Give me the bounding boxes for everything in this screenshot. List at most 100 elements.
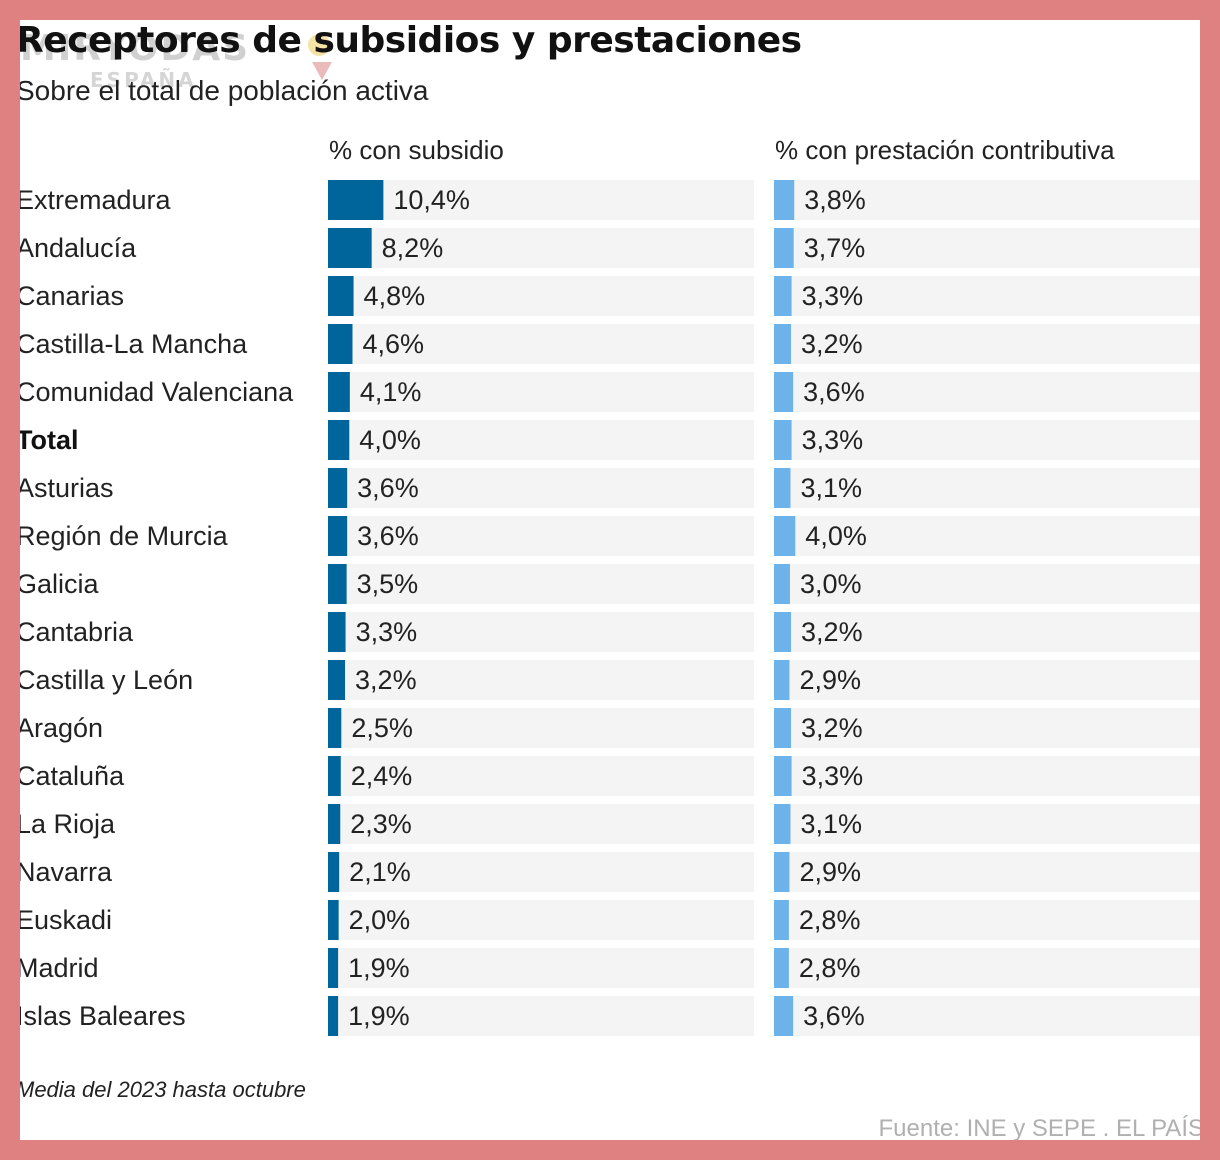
- chart-subtitle: Sobre el total de población activa: [20, 75, 429, 106]
- bar-s2-asturias: [774, 468, 791, 508]
- bar-s2-cantabria: [774, 612, 792, 652]
- bar-s2-castilla-la-mancha: [774, 324, 792, 364]
- bar-track-s2-castilla-y-leon: [774, 660, 1200, 700]
- bar-track-s1-navarra: [328, 852, 754, 892]
- data-label-s2-castilla-y-leon: 2,9%: [799, 665, 861, 695]
- bar-track-s2-extremadura: [774, 180, 1200, 220]
- data-label-s1-comunidad-valenciana: 4,1%: [360, 377, 422, 407]
- bar-s2-total: [774, 420, 792, 460]
- category-label-euskadi: Euskadi: [20, 905, 112, 935]
- bar-track-s1-asturias: [328, 468, 754, 508]
- chart-card: MIRYODAS ESPAÑA Receptores de subsidios …: [20, 20, 1200, 1140]
- bar-track-s1-comunidad-valenciana: [328, 372, 754, 412]
- data-label-s2-galicia: 3,0%: [800, 569, 862, 599]
- bar-track-s1-total: [328, 420, 754, 460]
- bar-s1-cataluna: [328, 756, 341, 796]
- bar-s1-extremadura: [328, 180, 384, 220]
- data-label-s1-navarra: 2,1%: [349, 857, 411, 887]
- bar-s1-andalucia: [328, 228, 372, 268]
- bar-track-s2-canarias: [774, 276, 1200, 316]
- chart-title: Receptores de subsidios y prestaciones: [20, 20, 802, 61]
- bar-s1-galicia: [328, 564, 347, 604]
- category-label-comunidad-valenciana: Comunidad Valenciana: [20, 377, 294, 407]
- bar-track-s1-islas-baleares: [328, 996, 754, 1036]
- data-label-s1-canarias: 4,8%: [364, 281, 426, 311]
- bar-track-s2-cantabria: [774, 612, 1200, 652]
- bar-track-s2-galicia: [774, 564, 1200, 604]
- data-label-s1-euskadi: 2,0%: [349, 905, 411, 935]
- data-label-s2-la-rioja: 3,1%: [801, 809, 863, 839]
- data-label-s2-islas-baleares: 3,6%: [803, 1001, 865, 1031]
- category-label-asturias: Asturias: [20, 473, 114, 503]
- data-label-s1-galicia: 3,5%: [357, 569, 419, 599]
- data-label-s2-canarias: 3,3%: [802, 281, 864, 311]
- category-label-andalucia: Andalucía: [20, 233, 137, 263]
- bar-s2-comunidad-valenciana: [774, 372, 794, 412]
- data-label-s1-cantabria: 3,3%: [356, 617, 418, 647]
- data-label-s1-cataluna: 2,4%: [351, 761, 413, 791]
- data-label-s2-cataluna: 3,3%: [802, 761, 864, 791]
- data-label-s1-islas-baleares: 1,9%: [348, 1001, 410, 1031]
- bar-s1-canarias: [328, 276, 354, 316]
- bar-track-s2-navarra: [774, 852, 1200, 892]
- bar-s2-aragon: [774, 708, 792, 748]
- bar-track-s2-region-de-murcia: [774, 516, 1200, 556]
- category-label-islas-baleares: Islas Baleares: [20, 1001, 186, 1031]
- data-label-s1-madrid: 1,9%: [348, 953, 410, 983]
- data-label-s2-total: 3,3%: [802, 425, 864, 455]
- bar-s1-islas-baleares: [328, 996, 339, 1036]
- data-label-s2-comunidad-valenciana: 3,6%: [803, 377, 865, 407]
- bar-s1-aragon: [328, 708, 342, 748]
- category-label-region-de-murcia: Región de Murcia: [20, 521, 229, 551]
- bar-track-s1-cantabria: [328, 612, 754, 652]
- bar-s1-euskadi: [328, 900, 339, 940]
- category-label-extremadura: Extremadura: [20, 185, 172, 215]
- bar-s1-castilla-y-leon: [328, 660, 346, 700]
- bar-track-s1-castilla-la-mancha: [328, 324, 754, 364]
- bar-s2-galicia: [774, 564, 790, 604]
- bar-track-s1-cataluna: [328, 756, 754, 796]
- bar-track-s2-la-rioja: [774, 804, 1200, 844]
- bar-s2-castilla-y-leon: [774, 660, 790, 700]
- data-label-s2-madrid: 2,8%: [799, 953, 861, 983]
- data-label-s2-asturias: 3,1%: [801, 473, 863, 503]
- bar-s2-la-rioja: [774, 804, 791, 844]
- data-label-s1-region-de-murcia: 3,6%: [357, 521, 419, 551]
- column-header-prestacion: % con prestación contributiva: [775, 135, 1115, 165]
- bar-s2-extremadura: [774, 180, 795, 220]
- bar-s1-comunidad-valenciana: [328, 372, 350, 412]
- source-credit: Fuente: INE y SEPE . EL PAÍS: [878, 1115, 1200, 1140]
- bar-s1-region-de-murcia: [328, 516, 348, 556]
- bar-s2-euskadi: [774, 900, 789, 940]
- bar-track-s1-region-de-murcia: [328, 516, 754, 556]
- data-label-s1-castilla-la-mancha: 4,6%: [362, 329, 424, 359]
- data-label-s2-euskadi: 2,8%: [799, 905, 861, 935]
- bar-track-s2-aragon: [774, 708, 1200, 748]
- data-label-s1-castilla-y-leon: 3,2%: [355, 665, 417, 695]
- category-label-galicia: Galicia: [20, 569, 100, 599]
- bar-track-s1-la-rioja: [328, 804, 754, 844]
- category-label-castilla-la-mancha: Castilla-La Mancha: [20, 329, 248, 359]
- data-label-s1-total: 4,0%: [359, 425, 421, 455]
- category-label-cantabria: Cantabria: [20, 617, 134, 647]
- bar-track-s1-euskadi: [328, 900, 754, 940]
- bar-track-s2-islas-baleares: [774, 996, 1200, 1036]
- bar-track-s2-total: [774, 420, 1200, 460]
- bar-track-s2-cataluna: [774, 756, 1200, 796]
- category-label-la-rioja: La Rioja: [20, 809, 116, 839]
- bar-track-s2-comunidad-valenciana: [774, 372, 1200, 412]
- data-label-s2-aragon: 3,2%: [801, 713, 863, 743]
- bar-track-s2-andalucia: [774, 228, 1200, 268]
- bar-track-s2-asturias: [774, 468, 1200, 508]
- category-label-navarra: Navarra: [20, 857, 113, 887]
- bar-s2-andalucia: [774, 228, 794, 268]
- data-label-s1-andalucia: 8,2%: [382, 233, 444, 263]
- bar-s1-castilla-la-mancha: [328, 324, 353, 364]
- bar-track-s2-castilla-la-mancha: [774, 324, 1200, 364]
- bar-track-s1-madrid: [328, 948, 754, 988]
- bar-s2-region-de-murcia: [774, 516, 796, 556]
- data-label-s1-asturias: 3,6%: [357, 473, 419, 503]
- bar-s2-islas-baleares: [774, 996, 794, 1036]
- bar-track-s2-madrid: [774, 948, 1200, 988]
- category-label-cataluna: Cataluña: [20, 761, 125, 791]
